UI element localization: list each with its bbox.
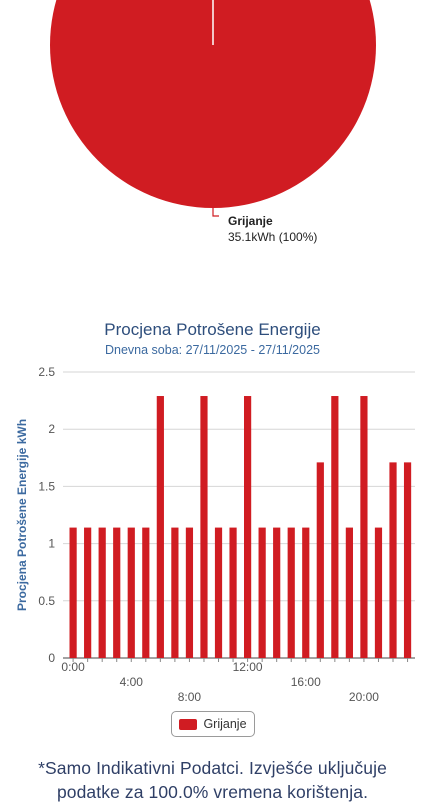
y-tick-label: 0.5: [38, 594, 55, 608]
pie-label-name: Grijanje: [228, 214, 273, 228]
pie-slice-grijanje[interactable]: [50, 0, 376, 208]
bar-chart: 0 0.5 1 1.5 2 2.5 Procjena Potrošene Energije …: [15, 365, 415, 704]
x-tick-label: 16:00: [291, 675, 321, 689]
bar[interactable]: [84, 527, 92, 658]
bar[interactable]: [273, 527, 281, 658]
pie-label: Grijanje 35.1kWh (100%): [228, 213, 317, 245]
x-tick-label: 4:00: [120, 675, 144, 689]
footnote: *Samo Indikativni Podatci. Izvješće uklj…: [0, 756, 425, 804]
x-tick-label: 20:00: [349, 690, 379, 704]
bar[interactable]: [302, 527, 310, 658]
bar[interactable]: [214, 527, 223, 658]
bar[interactable]: [316, 462, 324, 658]
x-tick-label: 8:00: [178, 690, 202, 704]
bar[interactable]: [331, 396, 339, 658]
pie-svg: [50, 0, 376, 217]
footnote-line-1: *Samo Indikativni Podatci. Izvješće uklj…: [38, 758, 387, 778]
legend-item-grijanje[interactable]: Grijanje: [171, 711, 255, 737]
bar[interactable]: [200, 396, 208, 658]
bar[interactable]: [69, 527, 77, 658]
pie-label-value: 35.1kWh (100%): [228, 230, 318, 244]
bar[interactable]: [142, 527, 150, 658]
bar[interactable]: [345, 527, 353, 658]
bar[interactable]: [127, 527, 135, 658]
y-tick-label: 0: [48, 651, 55, 665]
footnote-line-2: podatke za 100.0% vremena korištenja.: [56, 782, 369, 802]
chart-subtitle: Dnevna soba: 27/11/2025 - 27/11/2025: [105, 343, 320, 357]
x-tick-label: 12:00: [233, 660, 263, 674]
y-axis-label: Procjena Potrošene Energije kWh: [15, 419, 29, 611]
y-tick-label: 1: [48, 537, 55, 551]
bar[interactable]: [360, 396, 368, 658]
bar[interactable]: [98, 527, 106, 658]
pie-label-connector: [212, 208, 219, 217]
y-tick-label: 2.5: [38, 365, 55, 379]
bar[interactable]: [113, 527, 121, 658]
bar[interactable]: [244, 396, 252, 658]
bar[interactable]: [287, 527, 295, 658]
bar[interactable]: [171, 527, 179, 658]
y-tick-label: 1.5: [38, 479, 55, 493]
bar[interactable]: [374, 527, 383, 658]
pie-chart: Grijanje 35.1kWh (100%): [0, 0, 425, 260]
bar[interactable]: [258, 527, 266, 658]
bar[interactable]: [403, 462, 412, 658]
x-tick-label: 0:00: [61, 660, 85, 674]
bar[interactable]: [156, 396, 164, 658]
bar[interactable]: [389, 462, 397, 658]
legend-swatch: [179, 718, 198, 730]
bar[interactable]: [229, 527, 237, 658]
y-tick-label: 2: [48, 422, 55, 436]
bar[interactable]: [185, 527, 194, 658]
chart-title: Procjena Potrošene Energije: [104, 320, 321, 339]
legend-label: Grijanje: [203, 717, 247, 731]
